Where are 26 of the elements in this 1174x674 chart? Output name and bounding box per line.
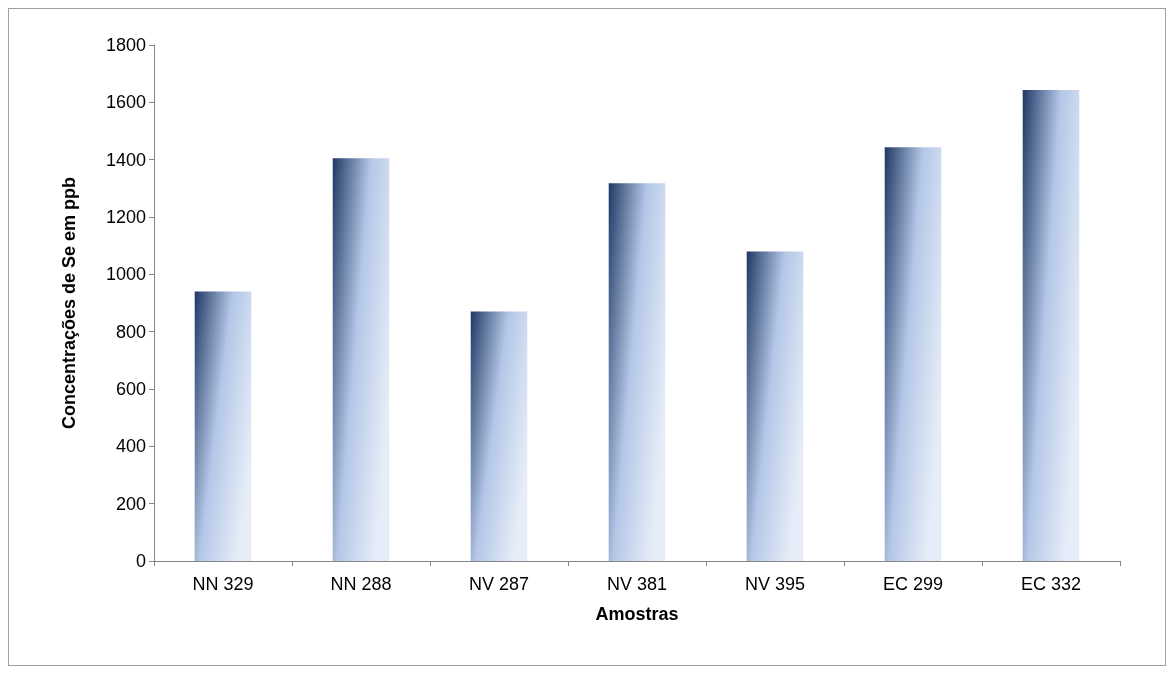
x-tick-label: EC 299 (882, 574, 944, 594)
x-tick-label: NV 381 (606, 574, 668, 594)
y-tick-label: 800 (115, 321, 146, 342)
x-tick-label: NV 287 (468, 574, 530, 594)
x-axis-title: Amostras (595, 604, 679, 624)
y-tick-label: 400 (115, 436, 146, 457)
y-tick-label: 1200 (105, 207, 146, 227)
x-tick-label: NN 329 (192, 574, 254, 594)
x-tick-label: NV 395 (744, 574, 806, 594)
y-tick-label: 1600 (105, 92, 146, 113)
y-axis-title: Concentrações de Se em ppb (59, 176, 79, 430)
y-tick-label: 1800 (105, 35, 146, 55)
bar (332, 158, 390, 561)
bar (608, 183, 666, 561)
x-tick-label: NN 288 (330, 574, 392, 594)
y-tick-label: 1400 (105, 149, 146, 170)
y-tick-label: 0 (135, 551, 146, 571)
y-tick-label: 200 (115, 493, 146, 514)
bar (470, 311, 528, 561)
y-tick-label: 600 (115, 379, 146, 399)
bar (746, 251, 804, 561)
x-tick-label: EC 332 (1020, 574, 1082, 594)
y-tick-label: 1000 (105, 264, 146, 285)
bar (1022, 90, 1080, 561)
bar (884, 147, 942, 561)
bar (194, 291, 252, 561)
